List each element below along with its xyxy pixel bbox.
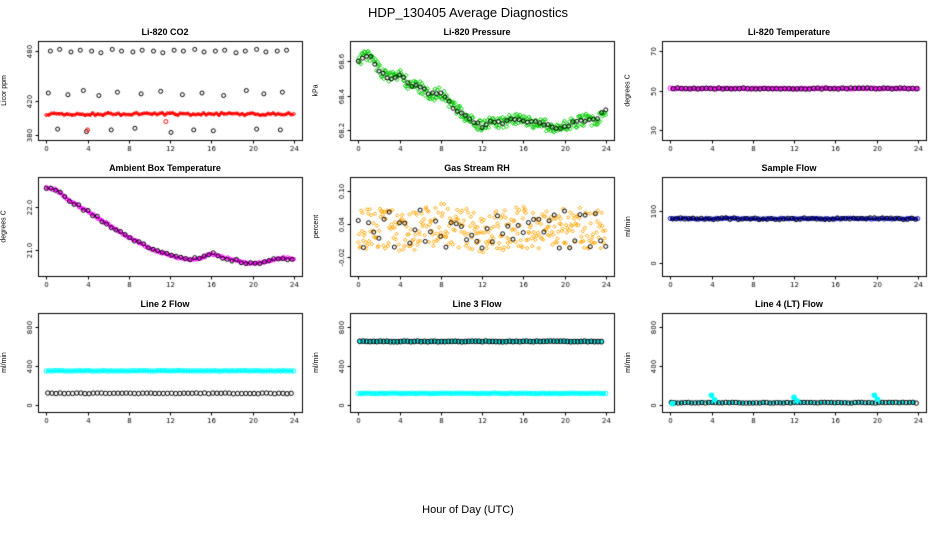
y-axis-label: ml/min xyxy=(624,176,633,276)
plot-cell-3: Li-820 Temperature degrees C xyxy=(624,24,936,160)
plot-cell-9: Line 4 (LT) Flow ml/min xyxy=(624,296,936,432)
plot-canvas xyxy=(624,310,936,432)
x-axis-label: Hour of Day (UTC) xyxy=(422,504,514,516)
plot-canvas xyxy=(624,174,936,296)
y-axis-label: percent xyxy=(312,176,321,276)
y-axis-label-text: degrees C xyxy=(1,209,9,243)
y-axis-label-text: degrees C xyxy=(625,73,633,107)
plot-cell-5: Gas Stream RH percent xyxy=(312,160,624,296)
plot-cell-1: Li-820 CO2 Licor ppm xyxy=(0,24,312,160)
plot-canvas xyxy=(0,174,312,296)
plot-title: Ambient Box Temperature xyxy=(109,163,221,173)
y-axis-label: ml/min xyxy=(0,312,9,412)
y-axis-label: kPa xyxy=(312,40,321,140)
plot-cell-4: Ambient Box Temperature degrees C xyxy=(0,160,312,296)
plot-cell-7: Line 2 Flow ml/min xyxy=(0,296,312,432)
y-axis-label: degrees C xyxy=(624,40,633,140)
y-axis-label: Licor ppm xyxy=(0,40,9,140)
y-axis-label-text: ml/min xyxy=(1,351,8,373)
plot-canvas xyxy=(624,38,936,160)
plot-cell-8: Line 3 Flow ml/min xyxy=(312,296,624,432)
y-axis-label-text: kPa xyxy=(313,83,320,97)
plot-cell-2: Li-820 Pressure kPa xyxy=(312,24,624,160)
y-axis-label-text: ml/min xyxy=(313,351,320,373)
y-axis-label-text: ml/min xyxy=(625,215,632,237)
y-axis-label: ml/min xyxy=(312,312,321,412)
plot-title: Line 2 Flow xyxy=(140,299,190,309)
plot-canvas xyxy=(312,38,624,160)
y-axis-label: ml/min xyxy=(624,312,633,412)
plot-title: Sample Flow xyxy=(761,163,817,173)
plot-canvas xyxy=(0,310,312,432)
y-axis-label-text: Licor ppm xyxy=(1,74,9,106)
plot-title: Li-820 Temperature xyxy=(747,27,831,37)
plot-title: Li-820 CO2 xyxy=(141,27,189,37)
plot-cell-6: Sample Flow ml/min xyxy=(624,160,936,296)
plot-title: Gas Stream RH xyxy=(444,163,510,173)
plot-canvas xyxy=(312,310,624,432)
page-title: HDP_130405 Average Diagnostics xyxy=(368,5,568,20)
y-axis-label-text: ml/min xyxy=(625,351,632,373)
plot-canvas xyxy=(0,38,312,160)
plot-canvas xyxy=(312,174,624,296)
y-axis-label-text: percent xyxy=(313,214,321,238)
plots-grid: Li-820 CO2 Licor ppm Li-820 Pressure kPa Li-… xyxy=(0,24,936,432)
plot-title: Line 4 (LT) Flow xyxy=(755,299,823,309)
plot-title: Line 3 Flow xyxy=(452,299,502,309)
y-axis-label: degrees C xyxy=(0,176,9,276)
plot-title: Li-820 Pressure xyxy=(443,27,511,37)
